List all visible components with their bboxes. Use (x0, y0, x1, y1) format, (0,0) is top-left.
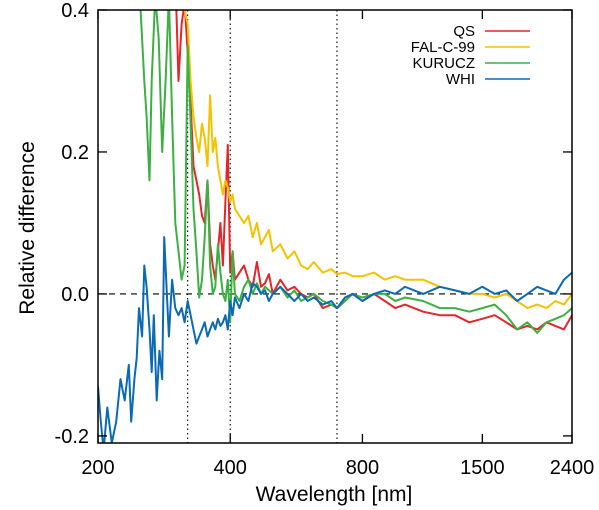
series-line-qs (175, 10, 572, 331)
legend-label: KURUCZ (413, 55, 476, 72)
reference-lines (98, 10, 572, 443)
x-tick-label: 800 (346, 457, 379, 479)
y-tick-label: 0.4 (61, 0, 89, 22)
y-tick-label: -0.2 (55, 426, 89, 448)
x-tick-label: 400 (214, 457, 247, 479)
series-line-kurucz (139, 10, 572, 334)
plot-frame (97, 9, 573, 444)
series-line-whi (98, 236, 572, 443)
legend-label: WHI (446, 71, 475, 88)
x-axis-title: Wavelength [nm] (256, 483, 413, 506)
x-tick-label: 2400 (550, 457, 595, 479)
ticks-layer: 200 400 800 1500 2400 0.4 0.2 0.0 -0.2 (55, 0, 595, 479)
y-tick-label: 0.0 (61, 284, 89, 306)
legend-label: FAL-C-99 (411, 39, 475, 56)
y-tick-label: 0.2 (61, 142, 89, 164)
x-tick-label: 200 (81, 457, 114, 479)
legend-label: QS (453, 23, 475, 40)
x-tick-label: 1500 (460, 457, 505, 479)
series-layer (98, 10, 572, 443)
y-axis-title: Relative difference (16, 141, 39, 315)
